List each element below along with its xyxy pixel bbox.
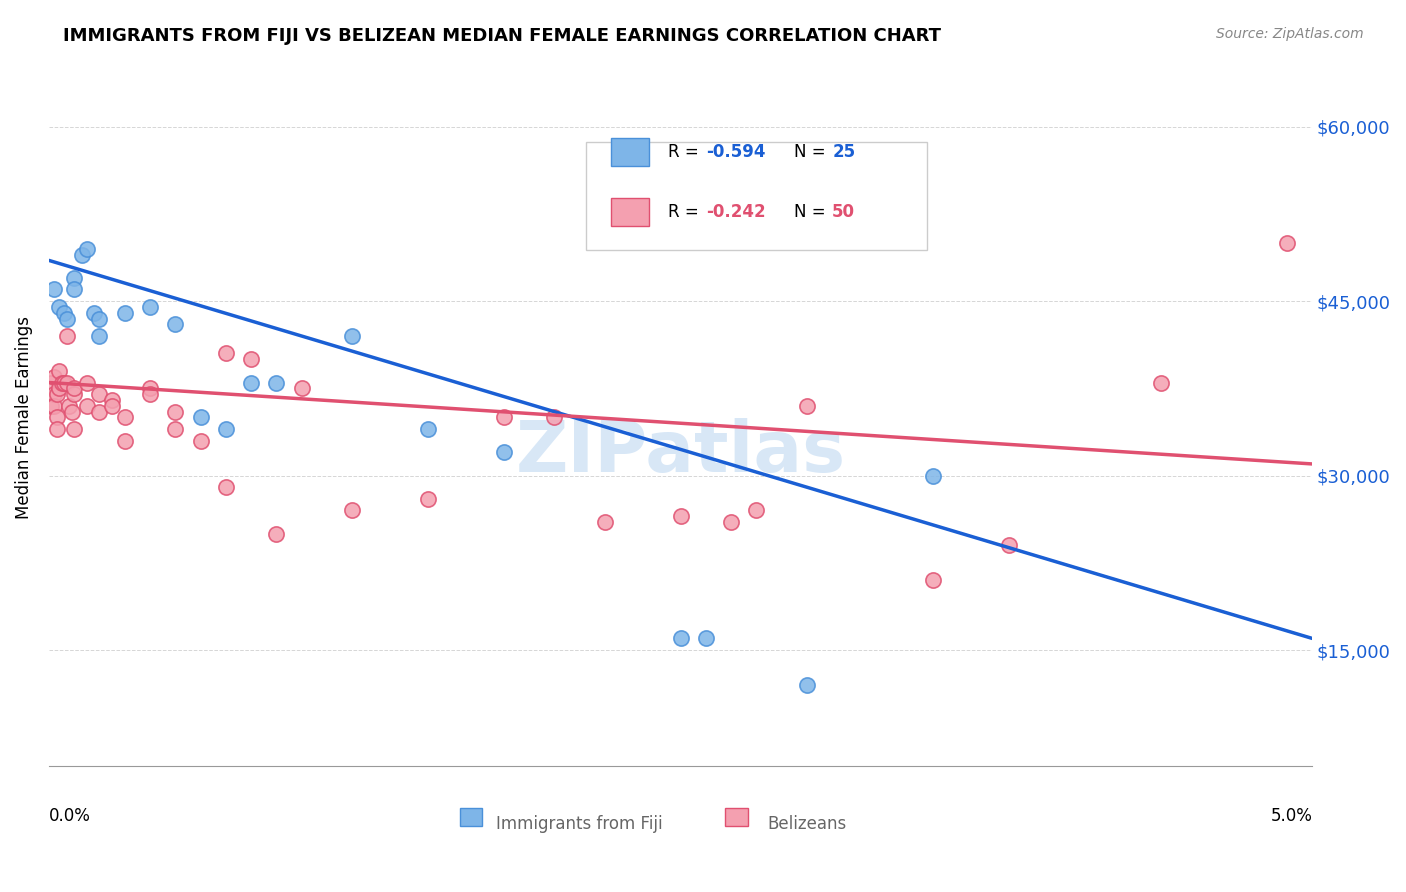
Point bbox=[41, 399, 63, 413]
Point bbox=[492, 410, 515, 425]
Point bbox=[63, 283, 86, 297]
Point bbox=[543, 410, 565, 425]
Point bbox=[922, 573, 945, 587]
Bar bbox=[612, 138, 650, 166]
Point bbox=[1275, 235, 1298, 250]
Point bbox=[63, 422, 86, 436]
Point bbox=[165, 318, 187, 332]
Point bbox=[266, 376, 288, 390]
Point bbox=[492, 445, 515, 459]
FancyBboxPatch shape bbox=[586, 142, 927, 250]
Text: N =: N = bbox=[794, 144, 831, 161]
Point bbox=[796, 678, 818, 692]
Point bbox=[266, 526, 288, 541]
Point bbox=[42, 283, 65, 297]
Point bbox=[51, 376, 73, 390]
Point bbox=[416, 422, 439, 436]
Text: Immigrants from Fiji: Immigrants from Fiji bbox=[496, 815, 662, 833]
Text: R =: R = bbox=[668, 202, 704, 220]
Point bbox=[593, 515, 616, 529]
Point bbox=[83, 306, 105, 320]
Point bbox=[669, 509, 692, 524]
Point bbox=[190, 410, 212, 425]
Point bbox=[41, 376, 63, 390]
Text: ZIPatlas: ZIPatlas bbox=[516, 417, 845, 487]
Text: -0.594: -0.594 bbox=[706, 144, 765, 161]
Point bbox=[89, 387, 111, 401]
Point bbox=[42, 369, 65, 384]
Point bbox=[76, 242, 98, 256]
Point bbox=[101, 399, 124, 413]
Point bbox=[114, 434, 136, 448]
Point bbox=[796, 399, 818, 413]
Y-axis label: Median Female Earnings: Median Female Earnings bbox=[15, 316, 32, 519]
Point bbox=[55, 376, 77, 390]
Point bbox=[240, 376, 263, 390]
Point bbox=[114, 410, 136, 425]
Text: IMMIGRANTS FROM FIJI VS BELIZEAN MEDIAN FEMALE EARNINGS CORRELATION CHART: IMMIGRANTS FROM FIJI VS BELIZEAN MEDIAN … bbox=[63, 27, 941, 45]
Point bbox=[48, 300, 70, 314]
Bar bbox=[612, 198, 650, 226]
Point bbox=[139, 381, 162, 395]
Point bbox=[745, 503, 768, 517]
Point bbox=[922, 468, 945, 483]
Point bbox=[63, 271, 86, 285]
Point bbox=[89, 329, 111, 343]
Point bbox=[53, 376, 76, 390]
Point bbox=[291, 381, 314, 395]
Point bbox=[165, 422, 187, 436]
Point bbox=[48, 381, 70, 395]
Point bbox=[215, 480, 238, 494]
Point bbox=[42, 399, 65, 413]
Point bbox=[139, 300, 162, 314]
Text: Belizeans: Belizeans bbox=[768, 815, 846, 833]
Point bbox=[240, 352, 263, 367]
Point bbox=[215, 346, 238, 360]
Point bbox=[63, 381, 86, 395]
Point bbox=[89, 404, 111, 418]
Point bbox=[60, 404, 83, 418]
Point bbox=[45, 387, 67, 401]
Point bbox=[416, 491, 439, 506]
Point bbox=[76, 376, 98, 390]
Point bbox=[139, 387, 162, 401]
Bar bbox=[460, 808, 482, 826]
Bar bbox=[724, 808, 748, 826]
Point bbox=[720, 515, 742, 529]
Text: 5.0%: 5.0% bbox=[1270, 807, 1312, 825]
Point bbox=[63, 387, 86, 401]
Point bbox=[42, 387, 65, 401]
Point bbox=[165, 404, 187, 418]
Point bbox=[55, 329, 77, 343]
Point bbox=[101, 392, 124, 407]
Point bbox=[53, 306, 76, 320]
Point bbox=[340, 329, 363, 343]
Text: -0.242: -0.242 bbox=[706, 202, 765, 220]
Point bbox=[1149, 376, 1171, 390]
Point bbox=[55, 311, 77, 326]
Point bbox=[76, 399, 98, 413]
Text: R =: R = bbox=[668, 144, 704, 161]
Point bbox=[215, 422, 238, 436]
Point bbox=[190, 434, 212, 448]
Point bbox=[58, 399, 80, 413]
Text: Source: ZipAtlas.com: Source: ZipAtlas.com bbox=[1216, 27, 1364, 41]
Point bbox=[70, 247, 93, 261]
Point bbox=[695, 632, 717, 646]
Point bbox=[48, 364, 70, 378]
Point bbox=[45, 410, 67, 425]
Point bbox=[45, 422, 67, 436]
Point bbox=[114, 306, 136, 320]
Text: N =: N = bbox=[794, 202, 831, 220]
Text: 25: 25 bbox=[832, 144, 855, 161]
Point bbox=[669, 632, 692, 646]
Text: 50: 50 bbox=[832, 202, 855, 220]
Point bbox=[340, 503, 363, 517]
Point bbox=[998, 538, 1021, 552]
Text: 0.0%: 0.0% bbox=[49, 807, 91, 825]
Point bbox=[89, 311, 111, 326]
